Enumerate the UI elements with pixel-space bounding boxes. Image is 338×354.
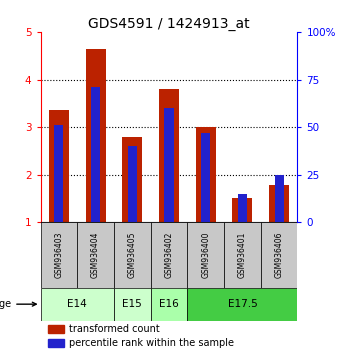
FancyBboxPatch shape [114,222,151,288]
FancyBboxPatch shape [114,288,151,320]
Bar [86,48,106,222]
FancyBboxPatch shape [261,222,297,288]
Bar [238,194,247,222]
Bar [274,175,284,222]
FancyBboxPatch shape [224,222,261,288]
Text: percentile rank within the sample: percentile rank within the sample [69,338,234,348]
Text: GSM936400: GSM936400 [201,232,210,278]
FancyBboxPatch shape [151,222,187,288]
Text: GSM936405: GSM936405 [128,232,137,278]
Bar [54,125,64,222]
Text: GSM936403: GSM936403 [54,232,64,278]
Bar [159,89,179,222]
FancyBboxPatch shape [77,222,114,288]
Bar [164,108,174,222]
FancyBboxPatch shape [41,222,77,288]
Title: GDS4591 / 1424913_at: GDS4591 / 1424913_at [88,17,250,31]
Bar [49,110,69,222]
Text: GSM936404: GSM936404 [91,232,100,278]
Text: E16: E16 [159,299,179,309]
FancyBboxPatch shape [41,288,114,320]
Bar [91,87,100,222]
Bar [232,198,252,222]
Bar [122,137,142,222]
Text: E14: E14 [67,299,87,309]
Text: age: age [0,299,36,309]
Bar [48,339,64,348]
Bar [269,185,289,222]
FancyBboxPatch shape [151,288,187,320]
Text: GSM936406: GSM936406 [274,232,284,278]
FancyBboxPatch shape [187,222,224,288]
Text: E17.5: E17.5 [227,299,257,309]
Bar [48,325,64,333]
Text: GSM936402: GSM936402 [165,232,173,278]
Bar [201,133,210,222]
Bar [128,146,137,222]
Text: E15: E15 [122,299,142,309]
FancyBboxPatch shape [187,288,297,320]
Text: GSM936401: GSM936401 [238,232,247,278]
Text: transformed count: transformed count [69,324,160,334]
Bar [196,127,216,222]
